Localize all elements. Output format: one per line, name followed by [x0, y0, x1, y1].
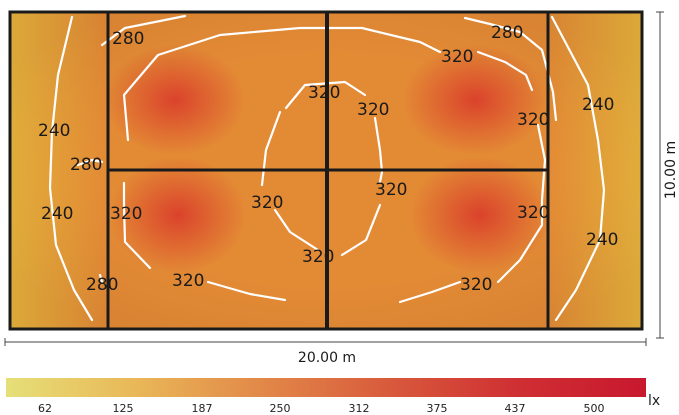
contour-label: 240: [41, 204, 73, 224]
contour-label: 240: [582, 95, 614, 115]
contour-320-inner-left: [260, 110, 282, 187]
scale-tick: 62: [38, 402, 52, 415]
contour-label: 320: [517, 203, 549, 223]
contour-label: 320: [441, 47, 473, 67]
scale-tick: 187: [192, 402, 213, 415]
contour-280-left-bottom: [98, 273, 104, 284]
scale-tick: 125: [113, 402, 134, 415]
contour-320-inner-bottom-right: [340, 203, 382, 257]
contour-320-outer-left: [122, 181, 152, 270]
contour-label: 280: [70, 155, 102, 175]
contour-lines: [48, 14, 606, 322]
hotspot-bottom-left: [110, 157, 246, 273]
scale-tick: 250: [270, 402, 291, 415]
contour-label: 320: [172, 271, 204, 291]
contour-320-outer-bottom-left: [206, 280, 287, 302]
color-scale-bar: [6, 378, 646, 397]
contour-280-right-top: [463, 16, 558, 122]
hotspot-bottom-right: [410, 157, 550, 273]
scale-tick: 437: [505, 402, 526, 415]
contour-280-left-top: [100, 14, 187, 47]
contour-label: 240: [586, 230, 618, 250]
width-dimension: 20.00 m: [4, 338, 647, 366]
contour-label: 240: [38, 121, 70, 141]
contour-label: 320: [460, 275, 492, 295]
contour-label: 320: [375, 180, 407, 200]
contour-320-outer-top-right: [476, 50, 534, 92]
hotspot-top-left: [105, 45, 245, 155]
scale-tick: 375: [427, 402, 448, 415]
contour-320-outer-right: [496, 123, 547, 284]
contour-label: 320: [517, 110, 549, 130]
contour-280-left-mid: [76, 158, 104, 167]
contour-label: 280: [112, 29, 144, 49]
contour-240-left: [48, 15, 94, 322]
scale-unit: lx: [648, 393, 660, 409]
color-scale: 62 125 187 250 312 375 437 500 lx: [6, 378, 660, 415]
width-label: 20.00 m: [298, 350, 356, 366]
contour-label: 320: [110, 204, 142, 224]
contour-320-inner-bottom-left: [273, 208, 320, 252]
contour-320-outer-top-left: [122, 26, 442, 142]
contour-320-outer-bottom-right: [398, 280, 462, 304]
contour-label: 320: [251, 193, 283, 213]
scale-tick: 500: [584, 402, 605, 415]
hotspot-top-right: [403, 45, 547, 155]
height-dimension: 10.00 m: [656, 11, 679, 339]
contour-320-inner-right: [373, 116, 384, 184]
room-structure: [8, 10, 644, 331]
contour-label: 320: [357, 100, 389, 120]
contour-240-right: [550, 15, 606, 322]
contour-label: 280: [86, 275, 118, 295]
contour-label: 320: [302, 247, 334, 267]
contour-label: 280: [491, 23, 523, 43]
contour-label: 320: [308, 83, 340, 103]
scale-tick: 312: [349, 402, 370, 415]
contour-labels: 280 280 320 320 320 320 240 320 240 280 …: [38, 23, 618, 295]
height-label: 10.00 m: [663, 141, 679, 199]
